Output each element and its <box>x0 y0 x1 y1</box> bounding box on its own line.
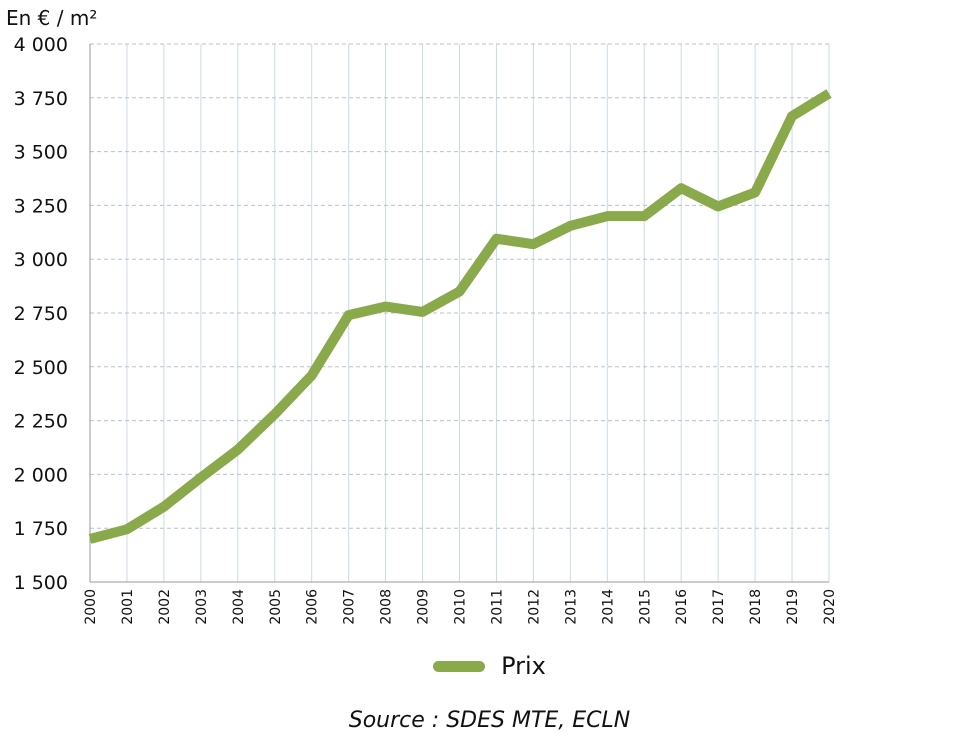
y-tick-label: 2 500 <box>14 357 68 379</box>
data-point <box>163 506 165 508</box>
x-tick-label: 2002 <box>157 589 173 625</box>
data-point <box>422 311 424 313</box>
data-point <box>311 374 313 376</box>
y-tick-label: 3 250 <box>14 195 68 217</box>
x-tick-label: 2003 <box>194 589 210 625</box>
data-point <box>532 243 534 245</box>
data-point <box>348 314 350 316</box>
x-tick-label: 2001 <box>120 589 136 625</box>
x-tick-label: 2009 <box>416 589 432 625</box>
x-tick-label: 2014 <box>600 589 616 625</box>
x-tick-label: 2005 <box>268 589 284 625</box>
series-lines <box>88 89 832 544</box>
data-point <box>200 477 202 479</box>
x-tick-label: 2015 <box>637 589 653 625</box>
x-tick-label: 2011 <box>489 589 505 625</box>
x-tick-label: 2018 <box>748 589 764 625</box>
x-tick-label: 2008 <box>379 589 395 625</box>
data-point <box>459 290 460 292</box>
x-tick-label: 2000 <box>83 589 99 625</box>
data-point <box>274 413 276 415</box>
y-tick-label: 3 750 <box>14 88 68 110</box>
x-tick-label: 2004 <box>231 589 247 625</box>
x-tick-label: 2020 <box>822 589 838 625</box>
x-tick-label: 2007 <box>342 589 358 625</box>
data-point <box>89 538 91 540</box>
chart-axes <box>89 44 829 583</box>
y-tick-labels: 1 500 1 750 2 000 2 250 2 500 2 750 3 000 3 250… <box>14 34 68 594</box>
y-tick-label: 3 500 <box>14 142 68 164</box>
y-tick-label: 4 000 <box>14 34 68 56</box>
source-note: Source : SDES MTE, ECLN <box>348 708 631 733</box>
data-point <box>717 205 719 207</box>
y-tick-label: 3 000 <box>14 249 68 271</box>
x-tick-label: 2012 <box>526 589 542 625</box>
x-tick-labels: 2000 2001 2002 2003 2004 2005 2006 2007 2008 2009… <box>83 589 838 625</box>
x-tick-label: 2019 <box>785 589 801 625</box>
data-point <box>606 215 608 217</box>
legend-label-prix: Prix <box>501 652 546 680</box>
data-point <box>791 115 793 117</box>
y-tick-label: 1 750 <box>14 518 68 540</box>
legend-swatch-prix <box>433 660 486 672</box>
chart-grid <box>90 43 830 582</box>
x-tick-label: 2010 <box>453 589 469 625</box>
data-point <box>754 191 756 193</box>
x-tick-label: 2013 <box>563 589 579 625</box>
y-axis-unit-label: En € / m² <box>6 6 98 30</box>
data-point <box>828 92 830 94</box>
data-point <box>680 187 682 189</box>
y-tick-label: 2 000 <box>14 464 68 486</box>
data-point <box>126 528 128 530</box>
data-point <box>495 238 497 240</box>
data-point <box>569 225 571 227</box>
y-tick-label: 2 750 <box>14 303 68 325</box>
x-tick-label: 2016 <box>674 589 690 625</box>
legend: Prix <box>0 652 979 680</box>
x-tick-label: 2017 <box>711 589 727 625</box>
data-point <box>643 215 645 217</box>
x-tick-label: 2006 <box>305 589 321 625</box>
data-point <box>385 306 387 308</box>
y-tick-label: 1 500 <box>14 572 68 594</box>
data-point <box>237 449 239 451</box>
y-tick-label: 2 250 <box>14 411 68 433</box>
